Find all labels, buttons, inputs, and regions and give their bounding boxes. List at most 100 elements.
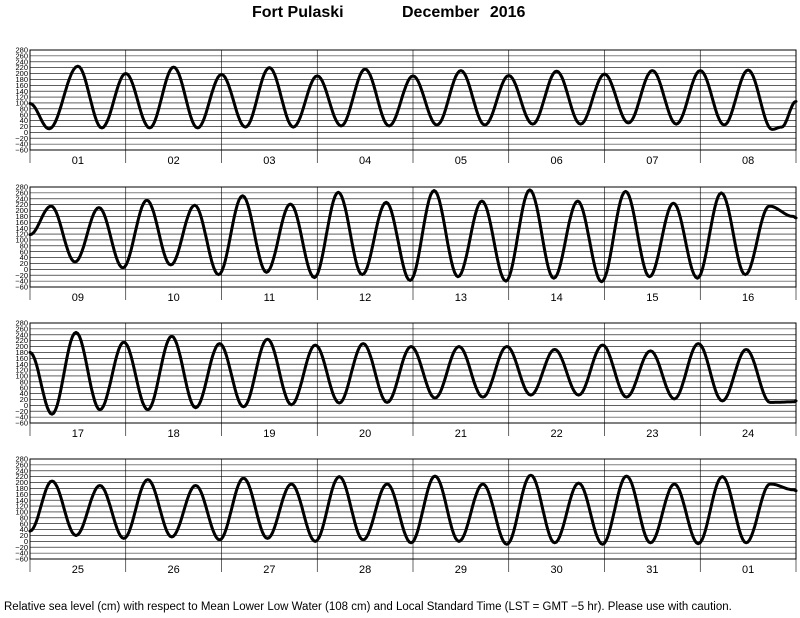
y-tick-label: −40 — [15, 549, 28, 558]
day-label: 28 — [359, 564, 371, 576]
y-tick-label: 200 — [15, 206, 28, 215]
day-label: 09 — [72, 292, 84, 304]
y-tick-label: 140 — [15, 360, 28, 369]
day-label: 24 — [742, 428, 754, 440]
y-tick-label: 20 — [20, 395, 28, 404]
y-tick-label: 140 — [15, 224, 28, 233]
day-label: 22 — [551, 428, 563, 440]
day-label: 01 — [742, 564, 754, 576]
y-tick-label: 40 — [20, 389, 28, 398]
y-tick-label: −60 — [15, 283, 28, 292]
day-label: 02 — [168, 155, 180, 167]
y-tick-label: 100 — [15, 236, 28, 245]
panel-frame — [29, 322, 797, 424]
y-tick-label: 120 — [15, 502, 28, 511]
y-tick-label: 200 — [15, 342, 28, 351]
y-tick-label: 260 — [15, 460, 28, 469]
y-tick-label: 280 — [15, 46, 28, 55]
day-label: 13 — [455, 292, 467, 304]
y-tick-label: 40 — [20, 525, 28, 534]
y-tick-label: 100 — [15, 372, 28, 381]
y-tick-label: 240 — [15, 330, 28, 339]
y-tick-label: 60 — [20, 519, 28, 528]
y-tick-label: 160 — [15, 218, 28, 227]
y-tick-label: 120 — [15, 93, 28, 102]
y-tick-label: 0 — [24, 401, 28, 410]
day-label: 18 — [168, 428, 180, 440]
y-tick-label: 180 — [15, 75, 28, 84]
y-tick-label: 220 — [15, 472, 28, 481]
y-tick-label: 40 — [20, 253, 28, 262]
y-tick-label: −60 — [15, 555, 28, 564]
day-label: 05 — [455, 155, 467, 167]
y-tick-label: 0 — [24, 128, 28, 137]
day-label: 30 — [551, 564, 563, 576]
day-label: 27 — [263, 564, 275, 576]
y-tick-label: 0 — [24, 265, 28, 274]
y-tick-label: 60 — [20, 383, 28, 392]
y-tick-label: −20 — [15, 543, 28, 552]
y-tick-label: 280 — [15, 183, 28, 192]
y-tick-label: 200 — [15, 69, 28, 78]
y-tick-label: 240 — [15, 194, 28, 203]
y-tick-label: 260 — [15, 188, 28, 197]
panel-frame — [29, 458, 797, 560]
y-tick-label: −40 — [15, 140, 28, 149]
y-tick-label: 0 — [24, 537, 28, 546]
y-tick-label: 60 — [20, 247, 28, 256]
y-tick-label: 160 — [15, 490, 28, 499]
y-tick-label: 20 — [20, 259, 28, 268]
panel-frame — [29, 186, 797, 288]
y-tick-label: 280 — [15, 319, 28, 328]
day-label: 16 — [742, 292, 754, 304]
y-tick-label: −20 — [15, 407, 28, 416]
y-tick-label: 220 — [15, 336, 28, 345]
day-label: 06 — [551, 155, 563, 167]
y-tick-label: 60 — [20, 110, 28, 119]
y-tick-label: 100 — [15, 99, 28, 108]
tide-curve — [28, 64, 798, 131]
y-tick-label: 80 — [20, 513, 28, 522]
day-label: 07 — [646, 155, 658, 167]
y-tick-label: 20 — [20, 122, 28, 131]
y-tick-label: 240 — [15, 57, 28, 66]
day-label: 25 — [72, 564, 84, 576]
day-label: 17 — [72, 428, 84, 440]
y-tick-label: 180 — [15, 484, 28, 493]
day-label: 19 — [263, 428, 275, 440]
y-tick-label: 180 — [15, 212, 28, 221]
day-label: 14 — [551, 292, 563, 304]
day-label: 26 — [168, 564, 180, 576]
y-tick-label: 180 — [15, 348, 28, 357]
y-tick-label: 20 — [20, 531, 28, 540]
day-label: 01 — [72, 155, 84, 167]
station-title: Fort Pulaski — [252, 4, 344, 21]
tide-curve — [28, 330, 798, 416]
y-tick-label: 220 — [15, 63, 28, 72]
tide-curve — [28, 188, 798, 284]
y-tick-label: 200 — [15, 478, 28, 487]
footnote: Relative sea level (cm) with respect to … — [4, 601, 732, 613]
day-label: 08 — [742, 155, 754, 167]
y-tick-label: −40 — [15, 277, 28, 286]
y-tick-label: 80 — [20, 377, 28, 386]
day-label: 29 — [455, 564, 467, 576]
day-label: 21 — [455, 428, 467, 440]
y-tick-label: 280 — [15, 455, 28, 464]
y-tick-label: 140 — [15, 496, 28, 505]
month-year-title: December 2016 — [402, 4, 526, 21]
y-tick-label: −20 — [15, 134, 28, 143]
day-label: 31 — [646, 564, 658, 576]
day-label: 03 — [263, 155, 275, 167]
y-tick-label: −60 — [15, 419, 28, 428]
tide-curve — [28, 473, 798, 546]
y-tick-label: 220 — [15, 200, 28, 209]
day-label: 23 — [646, 428, 658, 440]
y-tick-label: 160 — [15, 81, 28, 90]
y-tick-label: −40 — [15, 413, 28, 422]
day-label: 20 — [359, 428, 371, 440]
day-label: 10 — [168, 292, 180, 304]
y-tick-label: 260 — [15, 324, 28, 333]
y-tick-label: 40 — [20, 116, 28, 125]
